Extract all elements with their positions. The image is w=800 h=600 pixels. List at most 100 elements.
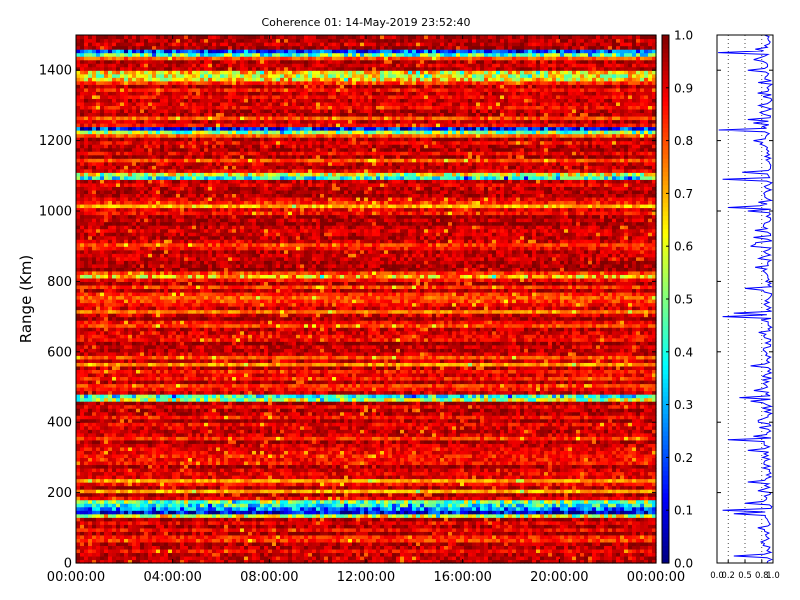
heatmap-cell: [508, 457, 513, 461]
heatmap-cell: [252, 475, 257, 479]
heatmap-cell: [164, 486, 169, 490]
heatmap-cell: [100, 482, 105, 486]
heatmap-cell: [544, 475, 549, 479]
heatmap-cell: [448, 454, 453, 458]
heatmap-cell: [340, 471, 345, 475]
heatmap-cell: [496, 464, 501, 468]
heatmap-cell: [600, 464, 605, 468]
heatmap-cell: [408, 517, 413, 521]
heatmap-cell: [560, 454, 565, 458]
heatmap-cell: [404, 552, 409, 556]
heatmap-cell: [348, 500, 353, 504]
heatmap-cell: [556, 531, 561, 535]
heatmap-cell: [496, 493, 501, 497]
heatmap-cell: [612, 447, 617, 451]
heatmap-cell: [576, 457, 581, 461]
heatmap-cell: [336, 510, 341, 514]
heatmap-cell: [592, 538, 597, 542]
heatmap-cell: [512, 493, 517, 497]
heatmap-cell: [548, 479, 553, 483]
heatmap-cell: [624, 549, 629, 553]
heatmap-cell: [92, 489, 97, 493]
heatmap-cell: [564, 479, 569, 483]
heatmap-cell: [312, 528, 317, 532]
heatmap-cell: [524, 510, 529, 514]
heatmap-cell: [128, 496, 133, 500]
heatmap-cell: [140, 531, 145, 535]
heatmap-cell: [208, 528, 213, 532]
heatmap-cell: [80, 450, 85, 454]
heatmap-cell: [260, 507, 265, 511]
heatmap-cell: [616, 545, 621, 549]
heatmap-cell: [412, 479, 417, 483]
heatmap-cell: [476, 507, 481, 511]
heatmap-cell: [408, 545, 413, 549]
heatmap-cell: [572, 514, 577, 518]
heatmap-cell: [560, 493, 565, 497]
heatmap-cell: [260, 471, 265, 475]
heatmap-cell: [188, 535, 193, 539]
heatmap-cell: [160, 510, 165, 514]
heatmap-cell: [288, 535, 293, 539]
heatmap-cell: [560, 517, 565, 521]
heatmap-cell: [228, 538, 233, 542]
heatmap-cell: [260, 500, 265, 504]
heatmap-cell: [276, 464, 281, 468]
heatmap-cell: [368, 535, 373, 539]
heatmap-cell: [80, 521, 85, 525]
heatmap-cell: [332, 552, 337, 556]
heatmap-cell: [336, 464, 341, 468]
heatmap-cell: [308, 468, 313, 472]
heatmap-cell: [640, 454, 645, 458]
heatmap-cell: [256, 542, 261, 546]
heatmap-cell: [552, 503, 557, 507]
heatmap-cell: [604, 454, 609, 458]
heatmap-cell: [296, 549, 301, 553]
heatmap-cell: [576, 531, 581, 535]
heatmap-cell: [404, 531, 409, 535]
heatmap-cell: [356, 528, 361, 532]
heatmap-cell: [324, 552, 329, 556]
heatmap-cell: [588, 556, 593, 560]
heatmap-cell: [232, 486, 237, 490]
heatmap-cell: [368, 510, 373, 514]
heatmap-cell: [136, 510, 141, 514]
heatmap-cell: [272, 552, 277, 556]
heatmap-cell: [244, 552, 249, 556]
heatmap-cell: [648, 535, 653, 539]
heatmap-cell: [296, 461, 301, 465]
heatmap-cell: [284, 443, 289, 447]
heatmap-cell: [452, 479, 457, 483]
heatmap-cell: [192, 493, 197, 497]
heatmap-cell: [196, 464, 201, 468]
heatmap-cell: [604, 447, 609, 451]
heatmap-cell: [112, 464, 117, 468]
heatmap-cell: [592, 549, 597, 553]
heatmap-cell: [520, 545, 525, 549]
heatmap-cell: [196, 493, 201, 497]
heatmap-cell: [224, 461, 229, 465]
heatmap-cell: [428, 479, 433, 483]
heatmap-cell: [420, 496, 425, 500]
heatmap-cell: [208, 510, 213, 514]
heatmap-cell: [176, 524, 181, 528]
heatmap-cell: [360, 542, 365, 546]
heatmap-cell: [108, 440, 113, 444]
heatmap-cell: [160, 556, 165, 560]
heatmap-cell: [276, 517, 281, 521]
heatmap-cell: [204, 447, 209, 451]
heatmap-cell: [644, 482, 649, 486]
heatmap-cell: [320, 443, 325, 447]
heatmap-cell: [556, 507, 561, 511]
heatmap-cell: [76, 507, 81, 511]
heatmap-cell: [500, 535, 505, 539]
heatmap-cell: [568, 521, 573, 525]
heatmap-cell: [128, 461, 133, 465]
heatmap-cell: [240, 461, 245, 465]
heatmap-cell: [224, 514, 229, 518]
heatmap-cell: [560, 549, 565, 553]
heatmap-cell: [496, 549, 501, 553]
heatmap-cell: [588, 468, 593, 472]
heatmap-cell: [540, 457, 545, 461]
heatmap-cell: [136, 542, 141, 546]
